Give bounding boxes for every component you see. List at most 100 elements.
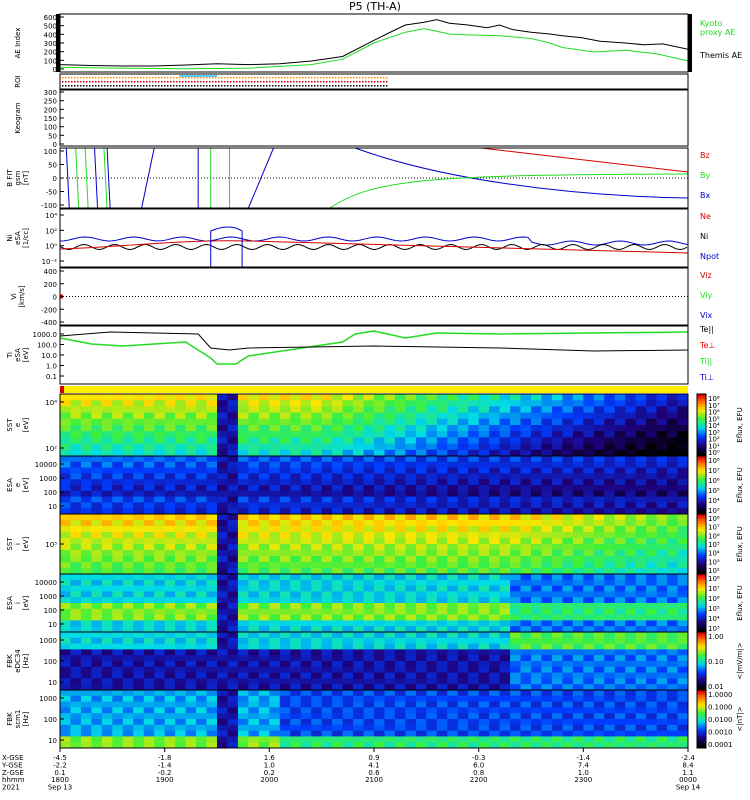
y-tick-label: 10 (48, 737, 57, 745)
heatmap-cell (269, 538, 281, 545)
heatmap-cell (185, 473, 197, 480)
heatmap-cell (656, 520, 668, 527)
heatmap-cell (520, 724, 532, 732)
heatmap-cell (196, 456, 208, 463)
heatmap-cell (269, 730, 281, 737)
heatmap-cell (248, 724, 260, 732)
heatmap-cell (300, 707, 312, 714)
heatmap-cell (499, 418, 511, 426)
colorbar-tick-label: 1.0000 (708, 691, 733, 699)
y-tick-label: 100 (44, 124, 57, 132)
heatmap-cell (625, 514, 637, 521)
heatmap-cell (667, 736, 679, 743)
heatmap-cell (175, 626, 187, 633)
colorbar-cell (697, 603, 706, 606)
heatmap-cell (196, 730, 208, 737)
heatmap-cell (363, 532, 375, 539)
legend-entry: Bx (700, 191, 710, 200)
heatmap-cell (101, 394, 113, 401)
y-axis-label: Ni (6, 234, 14, 241)
heatmap-cell (394, 649, 406, 656)
heatmap-cell (237, 620, 249, 627)
heatmap-cell (468, 690, 480, 697)
heatmap-cell (237, 473, 249, 480)
b-trace (247, 147, 274, 209)
roi-dot (302, 81, 304, 83)
heatmap-cell (667, 431, 679, 438)
heatmap-cell (353, 678, 365, 685)
heatmap-cell (531, 701, 542, 708)
heatmap-cell (227, 520, 239, 527)
heatmap-cell (374, 707, 385, 714)
heatmap-cell (363, 713, 375, 720)
heatmap-cell (321, 461, 333, 469)
roi-dot (383, 77, 385, 79)
heatmap-cell (321, 655, 333, 662)
heatmap-cell (677, 597, 689, 604)
heatmap-cell (436, 574, 448, 581)
heatmap-cell (321, 666, 333, 674)
heatmap-cell (206, 591, 218, 598)
heatmap-cell (363, 520, 375, 527)
heatmap-cell (332, 496, 344, 503)
heatmap-cell (457, 649, 469, 656)
heatmap-cell (384, 620, 396, 627)
heatmap-cell (133, 579, 145, 587)
heatmap-cell (133, 574, 145, 581)
heatmap-cell (258, 456, 270, 463)
heatmap-cell (70, 400, 82, 407)
heatmap-cell (426, 655, 438, 662)
roi-dot (194, 85, 196, 87)
heatmap-cell (300, 661, 312, 668)
heatmap-cell (468, 520, 480, 527)
heatmap-cell (656, 406, 668, 414)
heatmap-cell (426, 473, 438, 480)
heatmap-cell (206, 568, 218, 575)
heatmap-cell (185, 490, 197, 498)
series-line-ti (59, 330, 689, 365)
heatmap-cell (237, 550, 249, 557)
heatmap-cell (112, 574, 124, 581)
heatmap-cell (468, 449, 480, 457)
colorbar-cell (697, 477, 706, 481)
heatmap-cell (531, 608, 542, 616)
roi-dot (128, 85, 130, 87)
heatmap-cell (342, 666, 354, 674)
legend-entry: Te⊥ (699, 341, 715, 350)
heatmap-cell (258, 661, 270, 668)
heatmap-cell (227, 701, 239, 708)
heatmap-cell (227, 568, 239, 575)
heatmap-cell (248, 678, 260, 685)
heatmap-cell (342, 591, 354, 598)
heatmap-cell (70, 562, 82, 569)
heatmap-cell (384, 643, 396, 650)
heatmap-cell (237, 514, 249, 521)
heatmap-cell (604, 626, 616, 633)
heatmap-cell (237, 579, 249, 587)
heatmap-cell (468, 678, 480, 685)
heatmap-cell (667, 597, 679, 604)
heatmap-cell (635, 520, 647, 527)
heatmap-cell (436, 655, 448, 662)
heatmap-cell (562, 443, 574, 451)
heatmap-cell (646, 425, 658, 432)
heatmap-cell (415, 672, 427, 679)
heatmap-cell (562, 713, 574, 720)
colorbar-cell (697, 726, 706, 730)
heatmap-cell (196, 479, 208, 486)
heatmap-cell (489, 437, 501, 445)
colorbar-cell (697, 399, 706, 403)
heatmap-cell (332, 520, 344, 527)
heatmap-cell (332, 418, 344, 426)
heatmap-cell (593, 425, 605, 432)
heatmap-cell (279, 550, 291, 557)
heatmap-cell (583, 736, 595, 743)
heatmap-cell (646, 637, 658, 645)
heatmap-cell (531, 490, 542, 498)
roi-dot (200, 85, 202, 87)
heatmap-cell (164, 684, 176, 691)
heatmap-cell (520, 394, 532, 401)
heatmap-cell (70, 437, 82, 445)
heatmap-cell (248, 690, 260, 697)
heatmap-cell (510, 713, 522, 720)
